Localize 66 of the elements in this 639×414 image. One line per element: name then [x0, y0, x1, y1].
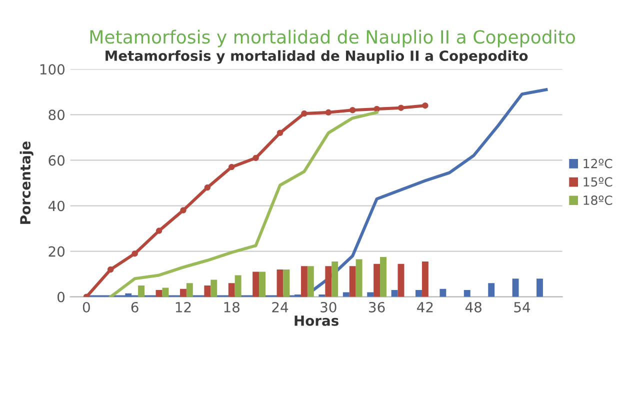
bar [228, 283, 235, 297]
bar [186, 283, 193, 297]
bar [391, 290, 398, 297]
bar [332, 262, 338, 297]
y-tick-label: 60 [48, 155, 65, 166]
bar [307, 266, 314, 297]
bar [325, 266, 332, 297]
bar [283, 270, 290, 297]
x-tick-label: 54 [514, 302, 530, 312]
y-tick-label: 0 [58, 292, 65, 302]
bar [380, 256, 386, 297]
bar [422, 262, 428, 297]
point [301, 110, 308, 117]
x-tick-label: 12 [176, 302, 191, 312]
x-tick-label: 42 [417, 302, 433, 312]
bar [349, 266, 356, 297]
bar [464, 290, 470, 297]
point [204, 184, 211, 191]
x-tick-label: 18 [224, 302, 240, 312]
bar [234, 275, 242, 297]
point [132, 250, 138, 257]
text: Metamorfosis y mortalidad de Nauplio II a Copepodito [90, 30, 575, 48]
x-tick-label: 36 [369, 302, 385, 312]
bar [356, 259, 362, 297]
bar [138, 285, 144, 297]
bar [180, 288, 186, 297]
bar [204, 285, 211, 297]
point [349, 107, 356, 114]
bar [252, 272, 260, 297]
legend-label: 12ºC [584, 158, 612, 168]
legend-label: 18ºC [584, 196, 612, 205]
point [398, 104, 404, 111]
point [374, 106, 380, 112]
bar [276, 270, 284, 297]
y-axis-title: Porcentaje [20, 142, 34, 224]
bar [536, 278, 543, 297]
x-tick-label: 48 [465, 302, 482, 312]
x-tick-label: 30 [320, 302, 336, 312]
x-tick-label: 24 [272, 302, 288, 312]
bar [300, 266, 308, 297]
bar [416, 290, 422, 297]
chart-title: Metamorfosis y mortalidad de Nauplio II a Copepodito [106, 50, 528, 64]
legend-label: 15ºC [584, 177, 612, 187]
point [228, 164, 235, 170]
bar [488, 283, 495, 297]
y-tick-label: 100 [40, 64, 65, 75]
y-tick-label: 40 [48, 200, 65, 212]
bar [440, 288, 446, 297]
point [156, 228, 162, 234]
bar [512, 278, 519, 297]
point [180, 207, 186, 214]
y-tick-label: 20 [48, 246, 65, 257]
bar [162, 288, 169, 297]
bar [259, 272, 266, 297]
bar [374, 264, 380, 297]
y-tick-label: 80 [48, 110, 65, 120]
point [325, 109, 332, 116]
point [276, 130, 284, 136]
x-tick-label: 0 [82, 302, 90, 312]
point [107, 266, 114, 273]
point [422, 102, 428, 109]
bar [398, 264, 404, 297]
bar [210, 280, 218, 297]
x-axis-title: Horas [294, 316, 338, 326]
point [252, 154, 259, 162]
x-tick-label: 6 [131, 302, 138, 312]
